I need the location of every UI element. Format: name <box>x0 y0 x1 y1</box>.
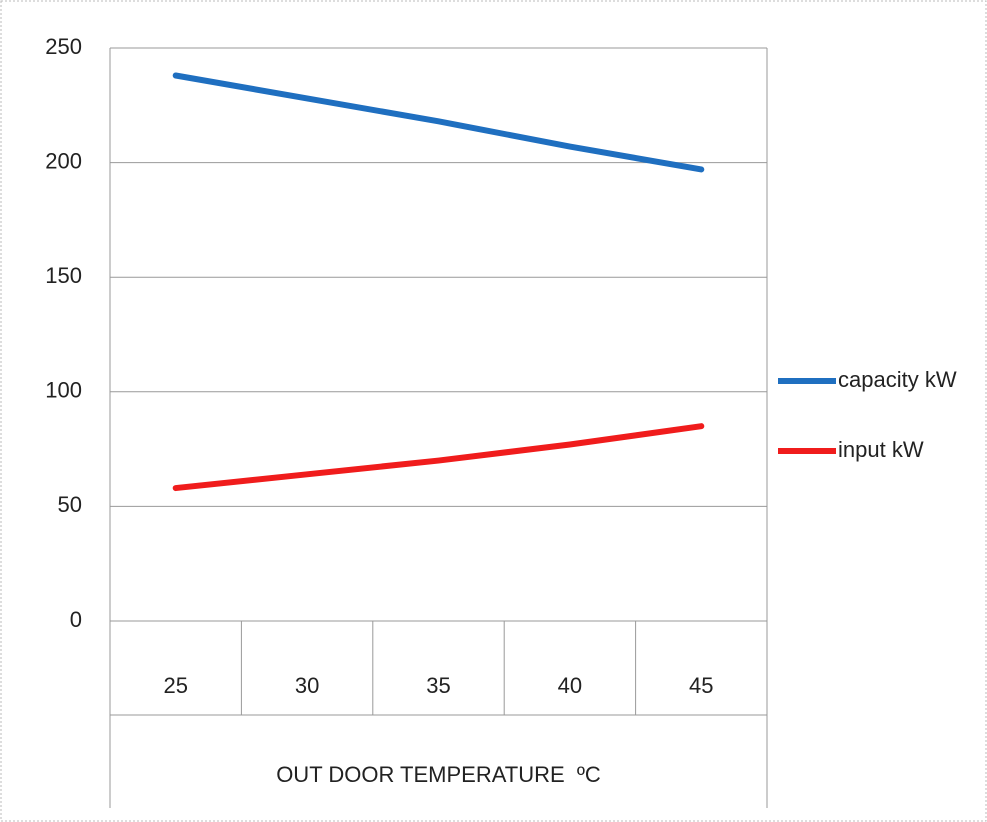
y-tick-label: 0 <box>70 607 82 632</box>
y-tick-label: 100 <box>45 378 82 403</box>
x-tick-label: 25 <box>163 673 187 698</box>
x-tick-label: 40 <box>558 673 582 698</box>
x-tick-label: 45 <box>689 673 713 698</box>
y-tick-label: 200 <box>45 148 82 173</box>
series-line <box>172 72 705 173</box>
y-tick-label: 250 <box>45 34 82 59</box>
x-tick-label: 35 <box>426 673 450 698</box>
x-axis-label: OUT DOOR TEMPERATURE ºC <box>276 762 601 787</box>
y-tick-label: 150 <box>45 263 82 288</box>
y-tick-label: 50 <box>58 492 82 517</box>
legend-label: input kW <box>838 437 924 462</box>
x-tick-label: 30 <box>295 673 319 698</box>
series-line <box>172 423 705 492</box>
legend-label: capacity kW <box>838 367 957 392</box>
